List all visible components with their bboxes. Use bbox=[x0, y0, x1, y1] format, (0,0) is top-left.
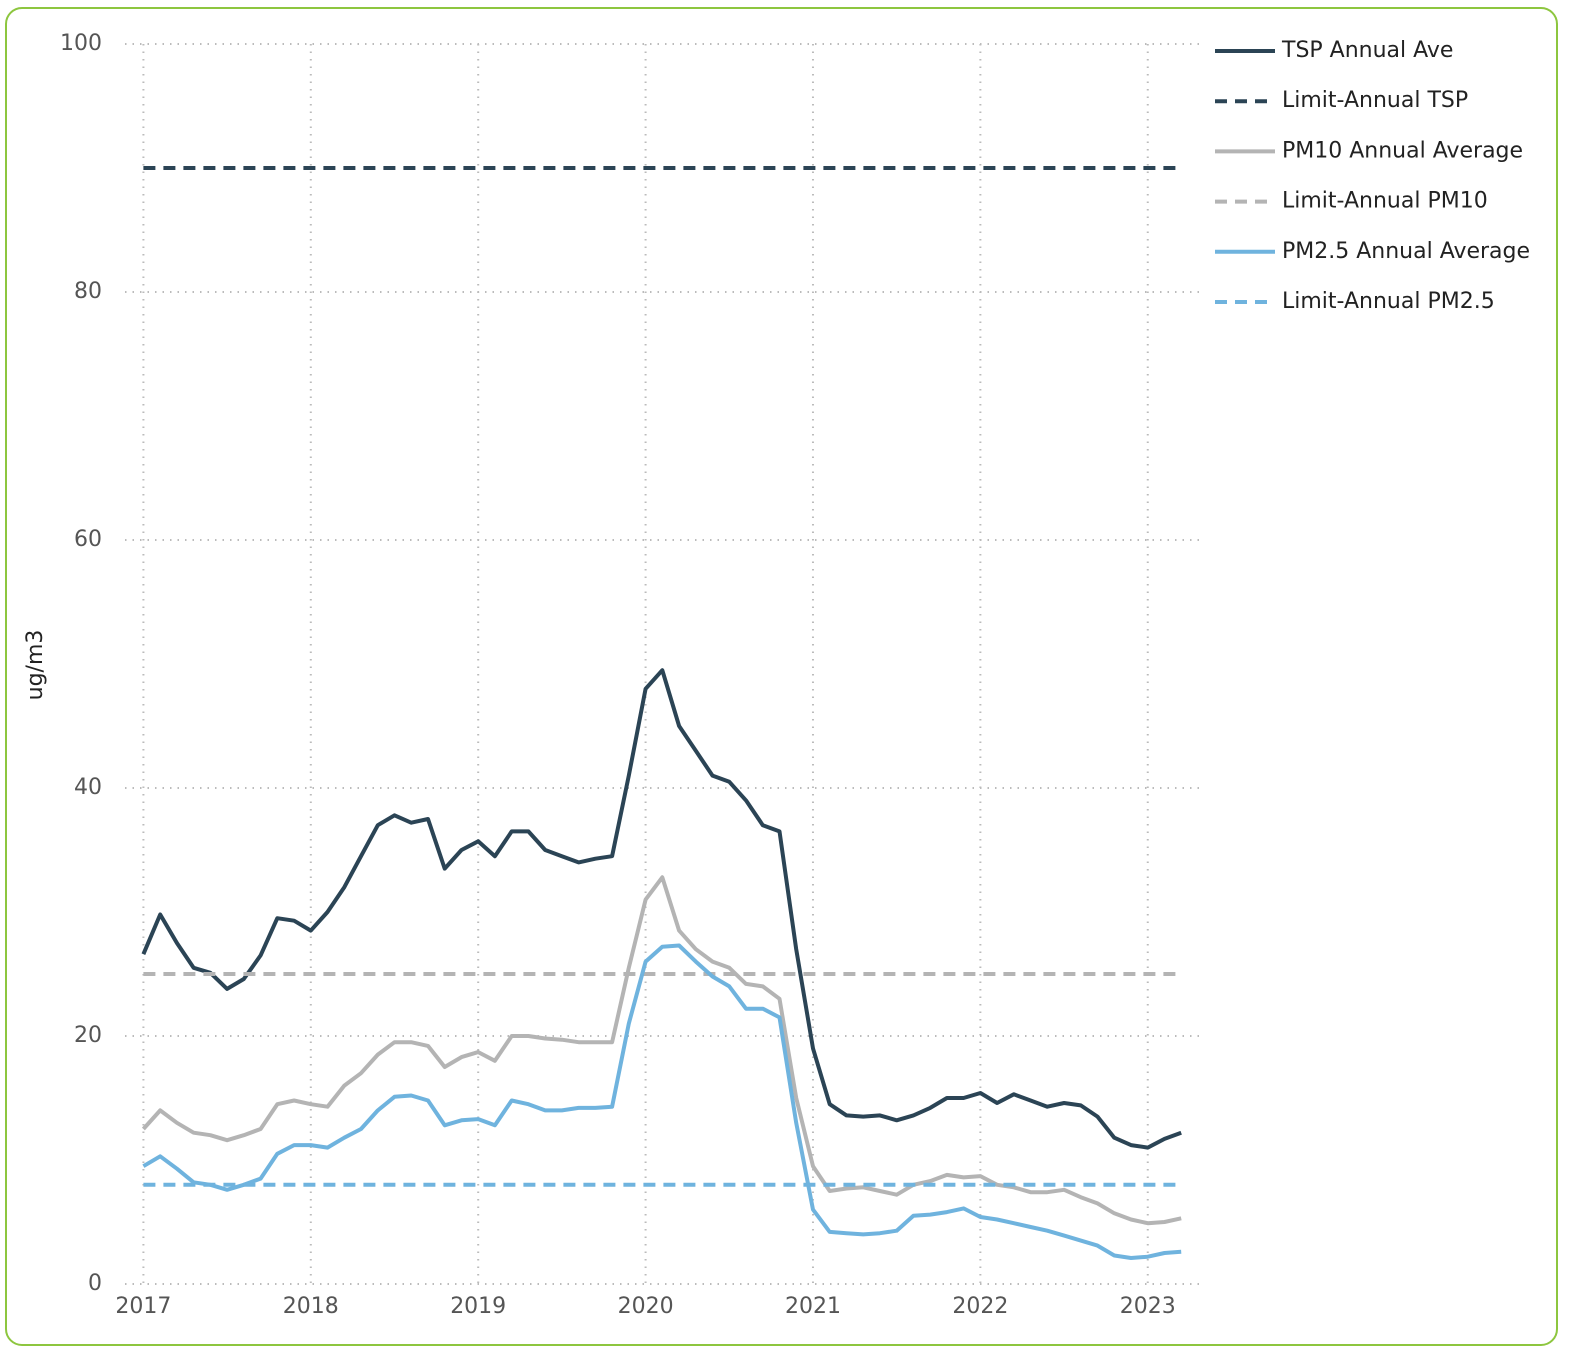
x-tick-label: 2021 bbox=[785, 1294, 841, 1319]
data-line bbox=[142, 943, 1182, 1260]
y-tick-label: 80 bbox=[74, 279, 102, 304]
x-tick-label: 2017 bbox=[115, 1294, 171, 1319]
x-tick-label: 2020 bbox=[618, 1294, 674, 1319]
legend-label: PM10 Annual Average bbox=[1282, 138, 1523, 163]
y-tick-label: 40 bbox=[74, 775, 102, 800]
x-tick-label: 2022 bbox=[952, 1294, 1008, 1319]
legend-label: Limit-Annual TSP bbox=[1282, 88, 1468, 113]
x-tick-label: 2023 bbox=[1120, 1294, 1176, 1319]
x-tick-label: 2018 bbox=[283, 1294, 339, 1319]
data-line bbox=[141, 668, 1182, 1150]
legend-label: PM2.5 Annual Average bbox=[1282, 239, 1530, 264]
y-tick-label: 20 bbox=[74, 1023, 102, 1048]
y-tick-label: 100 bbox=[60, 31, 102, 56]
chart-frame bbox=[5, 7, 1558, 1346]
legend-label: TSP Annual Ave bbox=[1281, 38, 1453, 63]
y-tick-label: 0 bbox=[88, 1271, 102, 1296]
legend-label: Limit-Annual PM10 bbox=[1282, 189, 1488, 214]
y-tick-label: 60 bbox=[74, 527, 102, 552]
y-axis-title: ug/m3 bbox=[23, 630, 48, 701]
x-tick-label: 2019 bbox=[450, 1294, 506, 1319]
legend-label: Limit-Annual PM2.5 bbox=[1282, 289, 1495, 314]
